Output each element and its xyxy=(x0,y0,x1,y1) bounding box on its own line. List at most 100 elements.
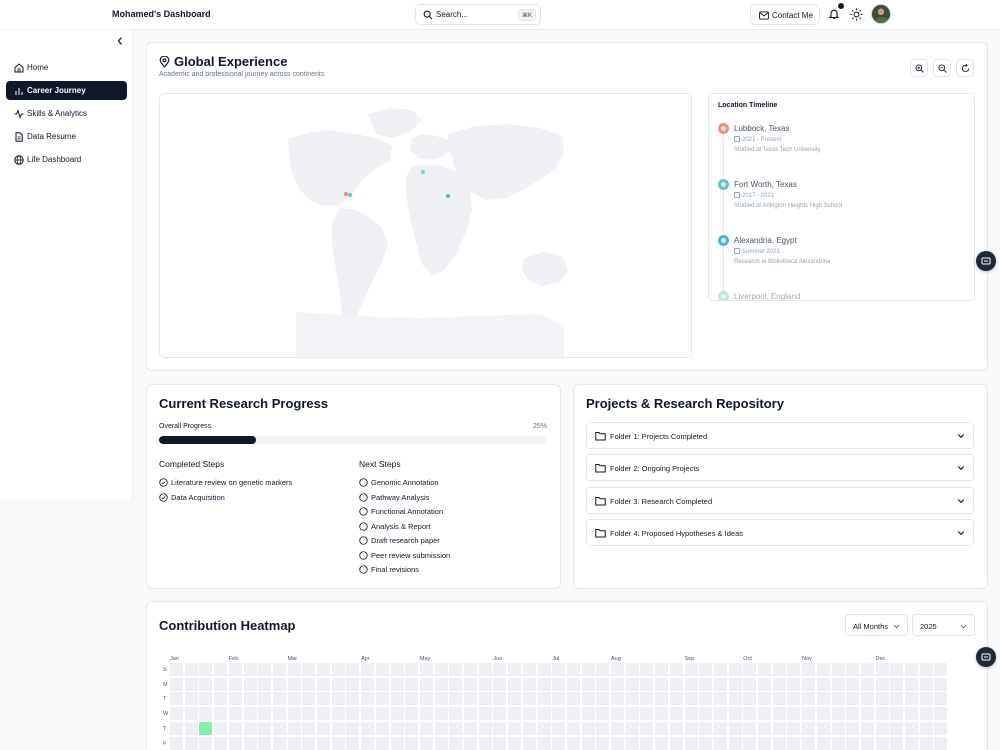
heatmap-cell[interactable] xyxy=(508,707,522,721)
heatmap-cell[interactable] xyxy=(375,663,389,676)
heatmap-cell[interactable] xyxy=(816,677,830,691)
heatmap-cell[interactable] xyxy=(390,736,404,750)
heatmap-cell[interactable] xyxy=(581,707,595,721)
heatmap-cell[interactable] xyxy=(449,707,463,721)
heatmap-cell[interactable] xyxy=(831,721,845,735)
heatmap-cell[interactable] xyxy=(214,736,228,750)
heatmap-cell[interactable] xyxy=(214,707,228,721)
marker-liverpool[interactable] xyxy=(421,170,425,174)
heatmap-cell[interactable] xyxy=(346,677,360,691)
heatmap-cell[interactable] xyxy=(875,721,889,735)
heatmap-cell[interactable] xyxy=(243,721,257,735)
heatmap-cell[interactable] xyxy=(919,721,933,735)
heatmap-cell[interactable] xyxy=(331,663,345,676)
heatmap-cell[interactable] xyxy=(361,692,375,706)
folder-accordion-item[interactable]: Folder 4: Proposed Hypotheses & Ideas xyxy=(586,518,974,546)
heatmap-cell[interactable] xyxy=(875,692,889,706)
heatmap-cell[interactable] xyxy=(625,692,639,706)
heatmap-cell[interactable] xyxy=(875,736,889,750)
heatmap-cell[interactable] xyxy=(802,721,816,735)
heatmap-cell[interactable] xyxy=(552,736,566,750)
heatmap-cell[interactable] xyxy=(611,721,624,735)
heatmap-cell[interactable] xyxy=(317,663,330,676)
heatmap-cell[interactable] xyxy=(522,663,536,676)
heatmap-cell[interactable] xyxy=(214,677,228,691)
heatmap-cell[interactable] xyxy=(272,736,286,750)
heatmap-cell[interactable] xyxy=(860,736,874,750)
heatmap-cell[interactable] xyxy=(199,692,213,706)
heatmap-cell[interactable] xyxy=(405,692,419,706)
heatmap-cell[interactable] xyxy=(743,677,757,691)
bell-icon[interactable] xyxy=(828,8,840,20)
heatmap-cell[interactable] xyxy=(228,663,242,676)
heatmap-cell[interactable] xyxy=(919,736,933,750)
heatmap-cell[interactable] xyxy=(272,707,286,721)
heatmap-cell[interactable] xyxy=(464,677,477,691)
heatmap-cell[interactable] xyxy=(846,721,860,735)
heatmap-cell[interactable] xyxy=(713,677,727,691)
heatmap-cell[interactable] xyxy=(743,692,757,706)
brand-title[interactable]: Mohamed's Dashboard xyxy=(112,9,211,19)
heatmap-cell[interactable] xyxy=(802,736,816,750)
heatmap-cell[interactable] xyxy=(611,736,624,750)
heatmap-cell[interactable] xyxy=(405,677,419,691)
heatmap-cell[interactable] xyxy=(905,736,918,750)
heatmap-cell[interactable] xyxy=(258,692,272,706)
heatmap-cell[interactable] xyxy=(596,663,610,676)
heatmap-cell[interactable] xyxy=(655,736,669,750)
heatmap-cell[interactable] xyxy=(816,663,830,676)
heatmap-cell[interactable] xyxy=(625,721,639,735)
heatmap-cell[interactable] xyxy=(390,721,404,735)
heatmap-cell[interactable] xyxy=(552,707,566,721)
heatmap-cell[interactable] xyxy=(743,663,757,676)
heatmap-cell[interactable] xyxy=(537,721,551,735)
heatmap-cell[interactable] xyxy=(831,692,845,706)
heatmap-cell[interactable] xyxy=(184,692,198,706)
heatmap-cell[interactable] xyxy=(655,721,669,735)
heatmap-cell[interactable] xyxy=(611,692,624,706)
heatmap-cell[interactable] xyxy=(934,677,948,691)
marker-fort-worth[interactable] xyxy=(348,193,352,197)
heatmap-cell[interactable] xyxy=(170,721,183,735)
heatmap-cell[interactable] xyxy=(596,677,610,691)
heatmap-cell[interactable] xyxy=(375,707,389,721)
heatmap-cell[interactable] xyxy=(361,736,375,750)
heatmap-cell[interactable] xyxy=(331,736,345,750)
heatmap-cell[interactable] xyxy=(669,721,683,735)
heatmap-cell[interactable] xyxy=(287,721,301,735)
search-input[interactable]: Search... xyxy=(436,10,469,19)
heatmap-cell[interactable] xyxy=(713,721,727,735)
heatmap-cell[interactable] xyxy=(640,677,654,691)
heatmap-cell[interactable] xyxy=(508,736,522,750)
heatmap-cell[interactable] xyxy=(890,736,904,750)
sun-icon[interactable] xyxy=(850,8,863,21)
heatmap-cell[interactable] xyxy=(464,707,477,721)
heatmap-cell[interactable] xyxy=(860,721,874,735)
heatmap-cell[interactable] xyxy=(934,707,948,721)
heatmap-cell[interactable] xyxy=(669,736,683,750)
heatmap-cell[interactable] xyxy=(522,721,536,735)
reset-view-button[interactable] xyxy=(956,59,974,77)
heatmap-cell[interactable] xyxy=(640,707,654,721)
heatmap-cell[interactable] xyxy=(860,677,874,691)
heatmap-cell[interactable] xyxy=(317,677,330,691)
heatmap-cell[interactable] xyxy=(258,677,272,691)
world-map[interactable] xyxy=(159,93,692,358)
heatmap-cell[interactable] xyxy=(228,721,242,735)
heatmap-cell[interactable] xyxy=(243,663,257,676)
heatmap-cell[interactable] xyxy=(566,692,580,706)
heatmap-cell[interactable] xyxy=(919,677,933,691)
heatmap-cell[interactable] xyxy=(184,721,198,735)
heatmap-cell[interactable] xyxy=(493,677,507,691)
heatmap-cell[interactable] xyxy=(449,677,463,691)
heatmap-cell[interactable] xyxy=(596,721,610,735)
heatmap-cell[interactable] xyxy=(464,663,477,676)
heatmap-cell[interactable] xyxy=(272,663,286,676)
heatmap-cell[interactable] xyxy=(214,663,228,676)
heatmap-cell[interactable] xyxy=(361,721,375,735)
heatmap-cell[interactable] xyxy=(905,663,918,676)
heatmap-cell[interactable] xyxy=(331,721,345,735)
heatmap-cell[interactable] xyxy=(375,736,389,750)
heatmap-cell[interactable] xyxy=(170,677,183,691)
sidebar-item-career-journey[interactable]: Career Journey xyxy=(6,81,127,100)
